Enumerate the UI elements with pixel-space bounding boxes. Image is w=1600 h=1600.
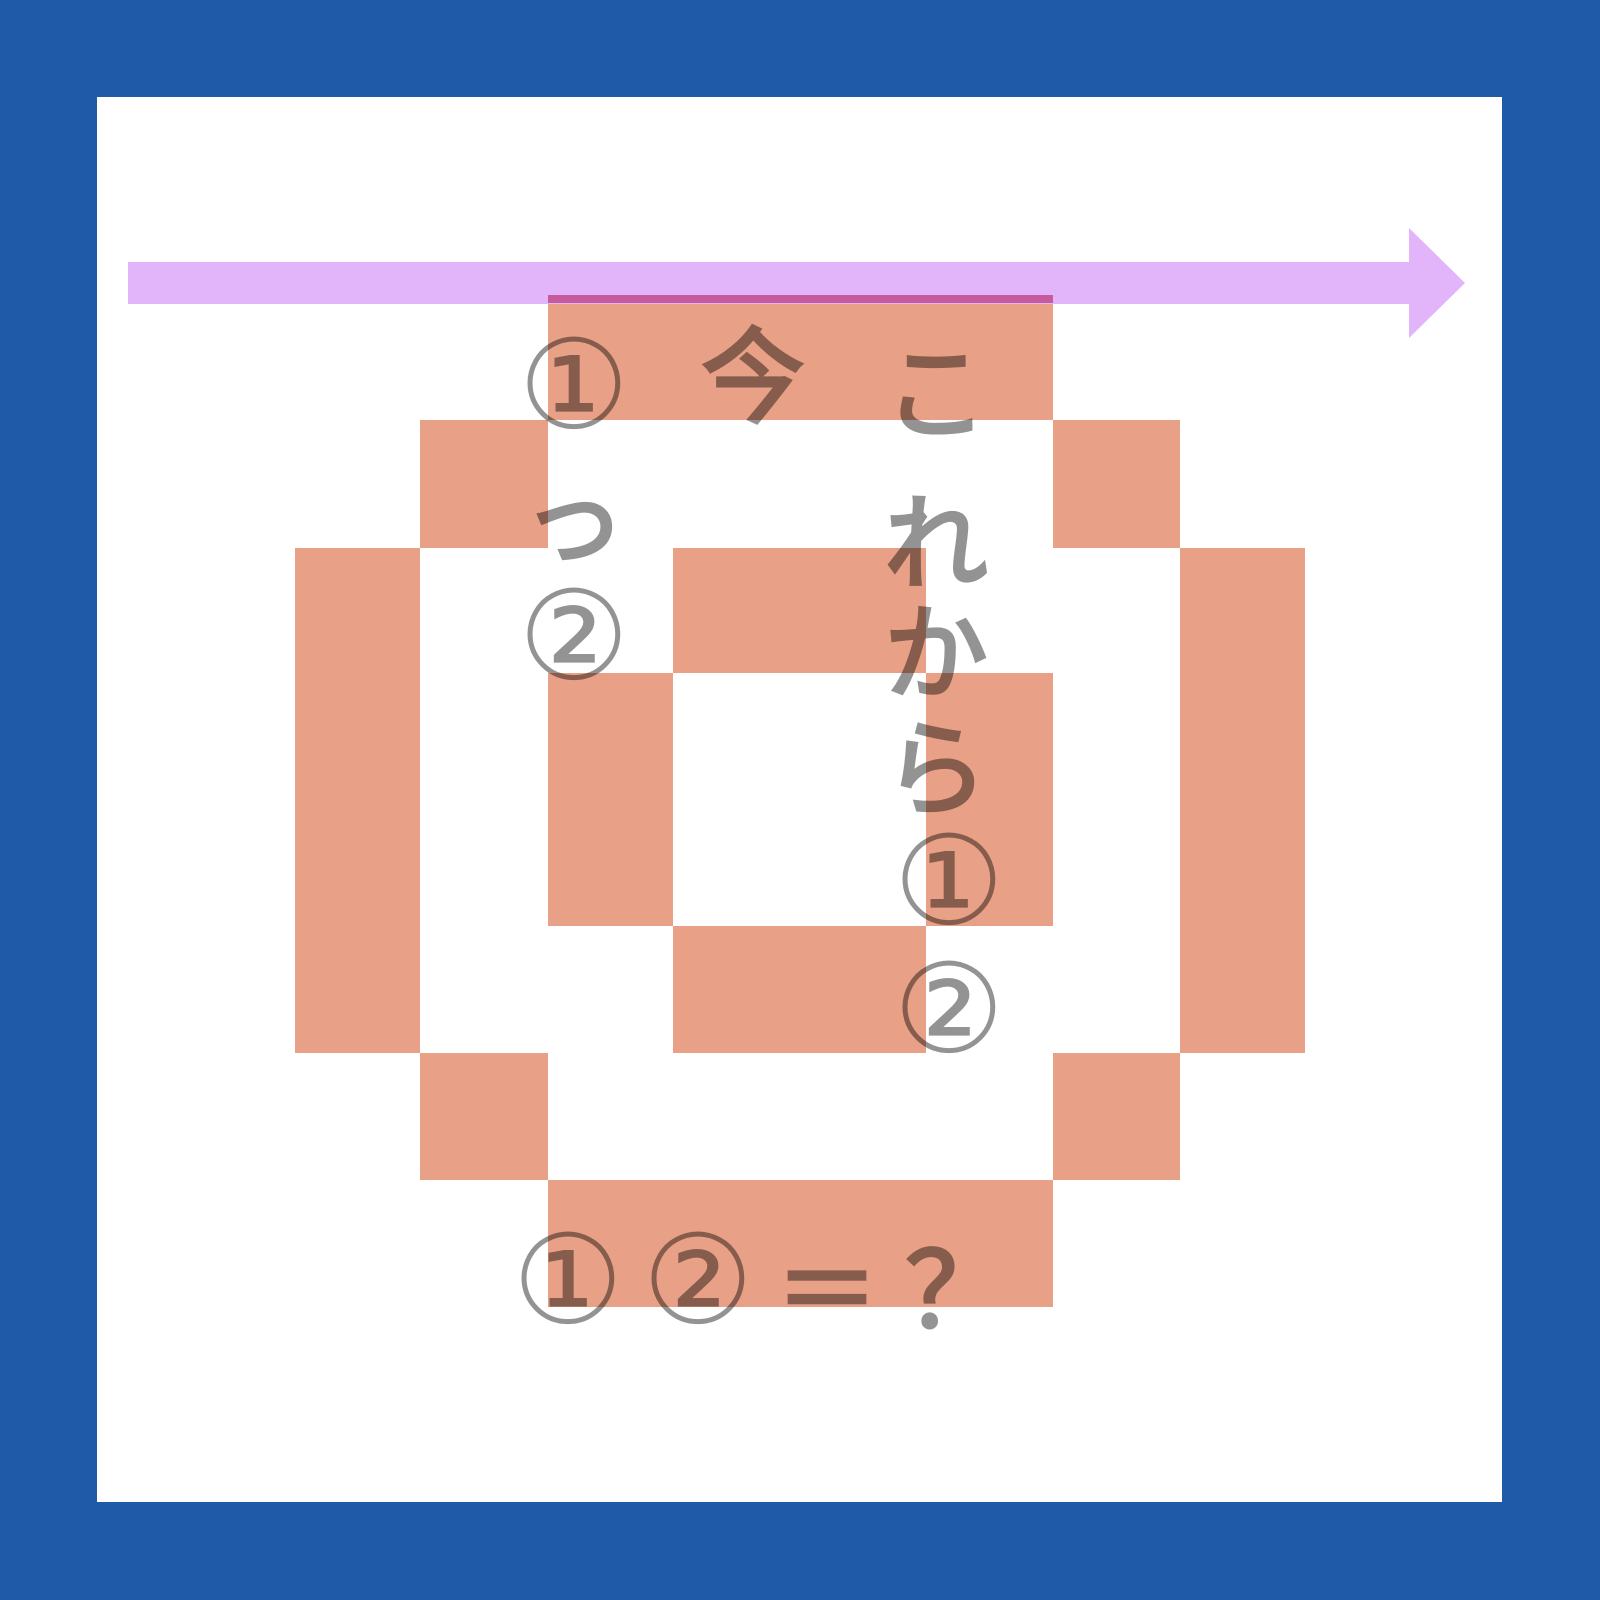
circled-1-mark: ① (512, 1209, 624, 1353)
ka-character: か (883, 593, 988, 715)
circled-2-mark: ② (893, 938, 1005, 1082)
ra-character: ら (883, 709, 988, 831)
circled-2-mark: ② (642, 1209, 754, 1353)
pixel-tile (548, 1180, 1053, 1307)
ima-character: 今 (700, 317, 805, 439)
tsu-character: っ (521, 459, 626, 581)
pixel-tile (548, 295, 1053, 420)
pixel-tile (295, 548, 420, 1053)
pixel-tile (548, 673, 673, 926)
ko-character: こ (883, 333, 988, 455)
pixel-tile (1053, 1053, 1180, 1180)
question-mark: ？ (904, 1230, 1009, 1352)
circled-1-mark: ① (893, 810, 1005, 954)
pixel-tile (673, 926, 926, 1053)
pixel-tile (420, 1053, 548, 1180)
pixel-tile (420, 420, 548, 548)
circled-2-mark: ② (518, 565, 630, 709)
re-character: れ (883, 483, 988, 605)
circled-1-mark: ① (518, 314, 630, 458)
pixel-tile (1180, 548, 1305, 1053)
pixel-tile (926, 673, 1053, 926)
pixel-tile (673, 548, 926, 673)
pixel-tile (1053, 420, 1180, 548)
equals-sign: ＝ (774, 1230, 879, 1352)
